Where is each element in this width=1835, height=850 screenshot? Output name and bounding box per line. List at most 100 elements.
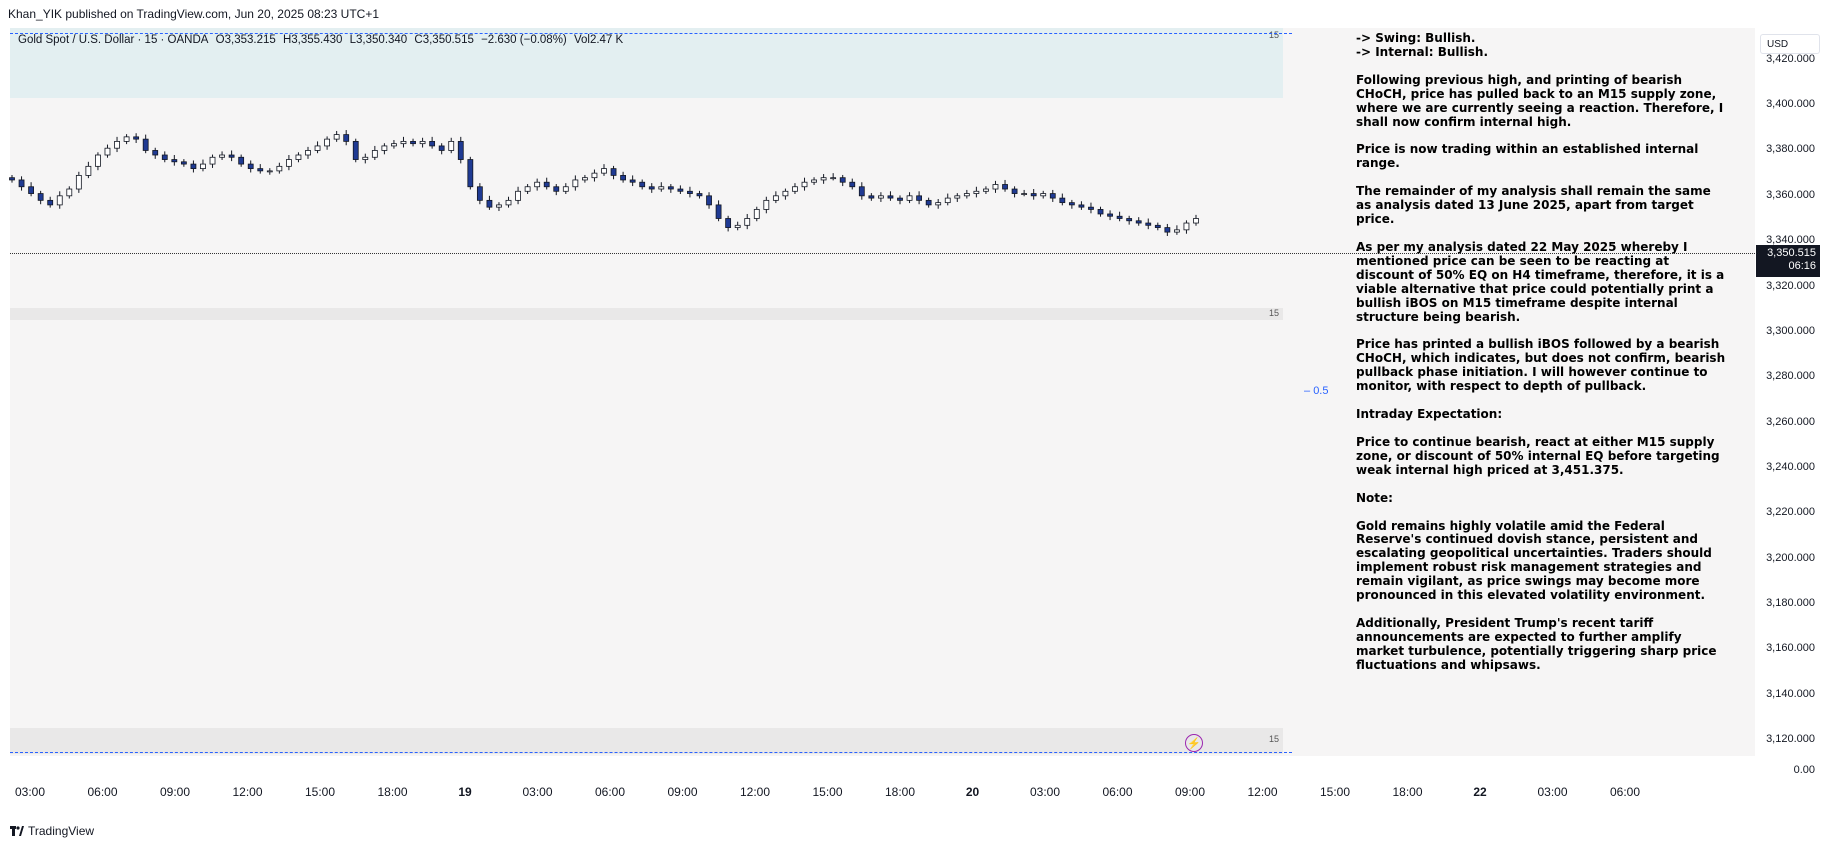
candle-body [811, 179, 817, 183]
candle-body [1049, 193, 1056, 199]
lightning-icon[interactable]: ⚡ [1185, 734, 1203, 752]
candle-body [1011, 188, 1018, 194]
candle-body [180, 161, 187, 165]
candle-body [534, 181, 541, 188]
price-axis[interactable]: 3,420.000 3,400.000 3,380.000 3,360.000 3,34… [1755, 28, 1835, 756]
low-dashed-line [10, 752, 1292, 753]
candle-body [286, 159, 292, 167]
note-paragraph: Following previous high, and printing of… [1356, 72, 1724, 129]
candle-body [47, 199, 54, 206]
note-paragraph: Price to continue bearish, react at eith… [1356, 434, 1720, 477]
zone-timeframe-label: 15 [1268, 308, 1279, 318]
note-paragraph: Gold remains highly volatile amid the Fe… [1356, 518, 1712, 603]
candle-body [219, 154, 225, 158]
analysis-note: -> Swing: Bullish. -> Internal: Bullish. F… [1356, 31, 1726, 687]
candle-body [820, 177, 827, 181]
y-tick-label: 3,420.000 [1766, 52, 1815, 65]
ohlc-high: H3,355.430 [282, 34, 343, 46]
candle-body [123, 136, 130, 142]
supply-zone: 15 [10, 28, 1283, 98]
candle-body [715, 204, 722, 219]
x-tick-label: 15:00 [304, 785, 336, 799]
candle-body [362, 156, 369, 160]
candle-body [515, 190, 521, 201]
candle-body [992, 184, 999, 190]
candle-body [792, 186, 798, 192]
currency-selector[interactable]: USD [1760, 34, 1820, 54]
x-tick-label: 12:00 [232, 785, 263, 799]
candle-body [591, 172, 598, 179]
last-price-tag: 3,350.515 06:16 [1756, 245, 1820, 277]
candle-body [878, 195, 884, 199]
candle-body [954, 195, 961, 199]
candle-body [830, 177, 837, 180]
candle-body [476, 186, 483, 201]
demand-zone-bottom: 15 [10, 728, 1283, 754]
candle-body [505, 199, 512, 206]
ohlc-open: O3,353.215 [215, 34, 276, 46]
candle-body [677, 188, 684, 192]
candle-body [1068, 202, 1075, 206]
note-paragraph: Additionally, President Trump's recent t… [1356, 616, 1717, 672]
x-tick-label: 03:00 [14, 785, 46, 799]
y-zero-label: 0.00 [1793, 764, 1815, 776]
x-tick-label: 03:00 [1537, 785, 1568, 799]
candle-body [582, 177, 588, 181]
y-tick-label: 3,220.000 [1766, 506, 1815, 519]
zone-timeframe-label: 15 [1268, 734, 1279, 744]
candle-body [410, 140, 416, 145]
candle-body [448, 140, 455, 151]
tradingview-logo-icon [10, 826, 24, 836]
candle-body [419, 140, 426, 145]
footer-brand[interactable]: TradingView [10, 824, 94, 838]
candle-body [696, 193, 703, 197]
symbol-legend[interactable]: Gold Spot / U.S. Dollar · 15 · OANDA O3,… [18, 34, 627, 46]
x-tick-label: 06:00 [1102, 785, 1133, 799]
ohlc-low: L3,350.340 [349, 34, 408, 46]
candle-body [1116, 215, 1123, 219]
candle-body [496, 204, 502, 208]
x-tick-label: 12:00 [1247, 785, 1278, 799]
y-tick-label: 3,340.000 [1766, 234, 1815, 247]
symbol-name[interactable]: Gold Spot / U.S. Dollar · 15 · OANDA [18, 34, 209, 46]
candle-body [1097, 209, 1104, 215]
candle-body [400, 140, 407, 145]
candle-body [629, 179, 636, 183]
candle-body [95, 154, 101, 167]
x-tick-label: 18:00 [377, 785, 408, 799]
candle-body [687, 190, 693, 194]
y-tick-label: 3,360.000 [1766, 188, 1815, 201]
candle-body [648, 186, 655, 190]
candle-body [1145, 222, 1152, 226]
candle-body [667, 186, 674, 190]
x-tick-label: 18:00 [1392, 785, 1423, 799]
x-tick-label: 06:00 [594, 785, 626, 799]
candle-body [37, 193, 44, 201]
x-tick-label: 12:00 [739, 785, 771, 799]
note-paragraph: Intraday Expectation: [1356, 407, 1503, 422]
candle-body [1088, 206, 1094, 210]
candle-body [324, 138, 330, 147]
candle-body [75, 175, 82, 190]
candle-body [352, 140, 359, 160]
candle-body [429, 140, 436, 147]
candle-body [295, 154, 302, 160]
candle-body [238, 156, 245, 165]
chart-area[interactable] [10, 28, 1755, 756]
candle-body [524, 186, 531, 192]
y-tick-label: 3,280.000 [1766, 370, 1815, 383]
y-tick-label: 3,120.000 [1766, 733, 1815, 746]
candle-body [553, 186, 560, 192]
candle-body [276, 165, 283, 172]
candle-body [247, 163, 254, 170]
time-axis[interactable]: 03:00 06:00 09:00 12:00 15:00 18:00 19 03:00 06:… [10, 785, 1755, 815]
candle-body [772, 195, 779, 201]
y-tick-label: 3,320.000 [1766, 279, 1815, 292]
candle-body [343, 134, 350, 142]
candle-body [1154, 224, 1161, 228]
x-tick-label: 03:00 [522, 785, 553, 799]
x-tick-label: 09:00 [667, 785, 698, 799]
candle-body [152, 150, 159, 156]
candle-body [9, 177, 15, 181]
candle-body [734, 224, 741, 228]
